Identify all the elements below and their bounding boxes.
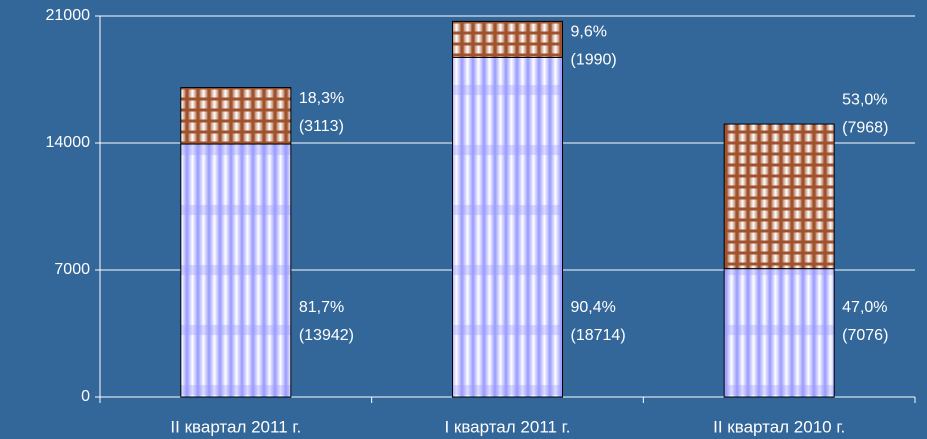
x-tick-label: I квартал 2011 г. — [444, 417, 570, 436]
x-tick-label: II квартал 2011 г. — [170, 417, 301, 436]
value-label: (3113) — [299, 118, 344, 135]
percent-label: 18,3% — [299, 90, 344, 107]
y-tick-label: 21000 — [46, 7, 91, 24]
value-label: (1990) — [571, 52, 617, 69]
bar-segment — [180, 143, 292, 398]
value-label: (18714) — [571, 327, 626, 344]
bar-segment — [452, 56, 563, 398]
x-tick-label: II квартал 2010 г. — [713, 417, 845, 436]
bar-segment — [723, 123, 835, 270]
bar-segment — [723, 268, 835, 398]
percent-label: 53,0% — [842, 91, 887, 108]
bar-segment — [180, 87, 292, 145]
y-tick-label: 7000 — [54, 261, 90, 278]
percent-label: 81,7% — [299, 299, 344, 316]
value-label: (7968) — [842, 119, 888, 136]
y-tick-label: 0 — [81, 388, 90, 405]
percent-label: 47,0% — [842, 299, 887, 316]
value-label: (13942) — [299, 327, 354, 344]
percent-label: 90,4% — [571, 299, 616, 316]
value-label: (7076) — [842, 327, 888, 344]
bar-segment — [452, 20, 563, 58]
percent-label: 9,6% — [571, 24, 607, 41]
y-tick-label: 14000 — [46, 134, 91, 151]
